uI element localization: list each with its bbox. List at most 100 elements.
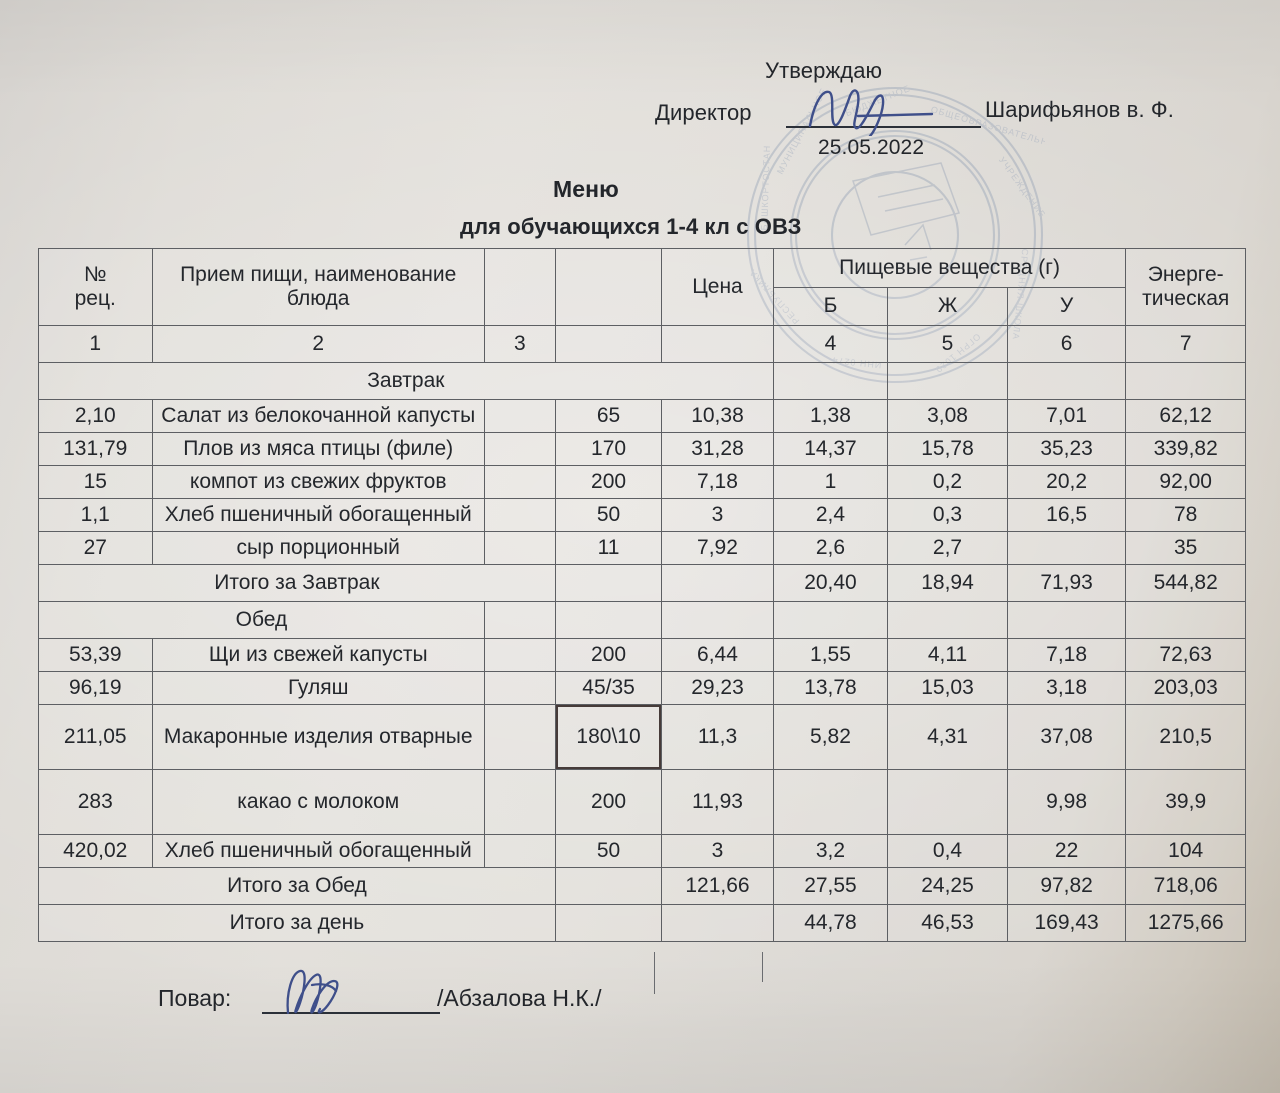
section-empty-cell xyxy=(554,601,663,639)
cell-gap xyxy=(483,769,556,835)
cell-protein: 13,78 xyxy=(772,671,889,705)
cell-fat: 15,03 xyxy=(887,671,1008,705)
table-body: Завтрак 2,10 Салат из белокочанной капусты… xyxy=(38,362,1246,942)
cell-weight: 11 xyxy=(554,531,663,565)
total-carb: 97,82 xyxy=(1006,867,1127,905)
total-weight xyxy=(554,867,663,905)
page-subtitle: для обучающихся 1-4 кл с ОВЗ xyxy=(460,214,802,239)
header-price: Цена xyxy=(661,248,774,326)
cell-fat: 3,08 xyxy=(887,399,1008,433)
cell-weight: 200 xyxy=(554,769,663,835)
cell-weight: 180\10 xyxy=(554,704,663,770)
cell-gap xyxy=(483,638,556,672)
cell-price: 7,92 xyxy=(661,531,774,565)
section-empty-cell xyxy=(887,362,1008,400)
col-number-price xyxy=(661,325,774,363)
cell-dish-name: Гуляш xyxy=(151,671,485,705)
cell-gap xyxy=(483,531,556,565)
cell-weight: 65 xyxy=(554,399,663,433)
cell-protein: 1,38 xyxy=(772,399,889,433)
cell-dish-name: Макаронные изделия отварные xyxy=(151,704,485,770)
header-carb: У xyxy=(1006,286,1127,326)
cell-dish-name: компот из свежих фруктов xyxy=(151,465,485,499)
col-number-3: 3 xyxy=(483,325,556,363)
cell-rec-no: 283 xyxy=(38,769,153,835)
cell-rec-no: 420,02 xyxy=(38,834,153,868)
cell-protein: 2,4 xyxy=(772,498,889,532)
table-row: 2,10 Салат из белокочанной капусты 65 10,38… xyxy=(38,399,1246,433)
cell-dish-name: Хлеб пшеничный обогащенный xyxy=(151,498,485,532)
col-number-blank xyxy=(554,325,663,363)
cell-price: 7,18 xyxy=(661,465,774,499)
cell-protein: 2,6 xyxy=(772,531,889,565)
cell-price: 29,23 xyxy=(661,671,774,705)
cell-rec-no: 15 xyxy=(38,465,153,499)
day-total-carb: 169,43 xyxy=(1006,904,1127,942)
table-row: 420,02 Хлеб пшеничный обогащенный 50 3 3,2 0,… xyxy=(38,834,1246,868)
total-price xyxy=(661,564,774,602)
cell-rec-no: 131,79 xyxy=(38,432,153,466)
section-total-row: Итого за Завтрак 20,40 18,94 71,93 544,82 xyxy=(38,564,1246,602)
table-row: 283 какао с молоком 200 11,93 9,98 39,9 xyxy=(38,769,1246,835)
cook-signature-line xyxy=(262,1012,440,1014)
col-number-2: 2 xyxy=(151,325,485,363)
cook-label: Повар: xyxy=(158,985,232,1011)
table-column-numbers-row: 1 2 3 4 5 6 7 xyxy=(38,325,1246,363)
section-empty-cell xyxy=(887,601,1008,639)
table-row: 53,39 Щи из свежей капусты 200 6,44 1,55 4,11… xyxy=(38,638,1246,672)
cell-carb: 9,98 xyxy=(1006,769,1127,835)
section-header-row: Завтрак xyxy=(38,362,1246,400)
cell-protein: 1,55 xyxy=(772,638,889,672)
cell-fat: 4,11 xyxy=(887,638,1008,672)
cell-energy: 92,00 xyxy=(1125,465,1246,499)
cell-price: 3 xyxy=(661,498,774,532)
director-label: Директор xyxy=(655,100,752,125)
cell-carb: 7,18 xyxy=(1006,638,1127,672)
header-nutrients-group: Пищевые вещества (г) xyxy=(772,248,1127,288)
approval-label: Утверждаю xyxy=(765,58,883,83)
cell-rec-no: 27 xyxy=(38,531,153,565)
table-row: 211,05 Макаронные изделия отварные 180\10 1… xyxy=(38,704,1246,770)
cell-carb: 20,2 xyxy=(1006,465,1127,499)
cell-weight: 200 xyxy=(554,638,663,672)
total-protein: 20,40 xyxy=(772,564,889,602)
cell-energy: 62,12 xyxy=(1125,399,1246,433)
grid-artifact-line-2 xyxy=(762,952,763,982)
header-rec-no: № рец. xyxy=(38,248,153,326)
cell-gap xyxy=(483,432,556,466)
total-price: 121,66 xyxy=(661,867,774,905)
section-empty-cell xyxy=(1006,601,1127,639)
day-total-protein: 44,78 xyxy=(772,904,889,942)
cell-gap xyxy=(483,704,556,770)
cell-protein xyxy=(772,769,889,835)
cell-weight: 45/35 xyxy=(554,671,663,705)
cell-fat: 0,2 xyxy=(887,465,1008,499)
cell-dish-name: Плов из мяса птицы (филе) xyxy=(151,432,485,466)
cell-protein: 14,37 xyxy=(772,432,889,466)
table-row: 1,1 Хлеб пшеничный обогащенный 50 3 2,4 0,3 16… xyxy=(38,498,1246,532)
section-empty-cell xyxy=(1006,362,1127,400)
cell-price: 10,38 xyxy=(661,399,774,433)
cell-rec-no: 1,1 xyxy=(38,498,153,532)
cell-weight: 50 xyxy=(554,834,663,868)
cell-fat: 2,7 xyxy=(887,531,1008,565)
cell-dish-name: Хлеб пшеничный обогащенный xyxy=(151,834,485,868)
cook-name: /Абзалова Н.К./ xyxy=(437,985,602,1011)
header-weight xyxy=(554,248,663,326)
header-protein: Б xyxy=(772,286,889,326)
total-fat: 18,94 xyxy=(887,564,1008,602)
table-row: 15 компот из свежих фруктов 200 7,18 1 0,2 20,… xyxy=(38,465,1246,499)
section-empty-cell xyxy=(661,601,774,639)
cell-carb: 7,01 xyxy=(1006,399,1127,433)
day-total-weight xyxy=(554,904,663,942)
cell-protein: 5,82 xyxy=(772,704,889,770)
cell-fat xyxy=(887,769,1008,835)
cell-price: 6,44 xyxy=(661,638,774,672)
cell-rec-no: 53,39 xyxy=(38,638,153,672)
page-title: Меню xyxy=(553,176,619,202)
header-dish: Прием пищи, наименование блюда xyxy=(151,248,485,326)
cell-gap xyxy=(483,671,556,705)
cell-carb: 35,23 xyxy=(1006,432,1127,466)
total-label: Итого за Обед xyxy=(38,867,556,905)
cell-energy: 78 xyxy=(1125,498,1246,532)
